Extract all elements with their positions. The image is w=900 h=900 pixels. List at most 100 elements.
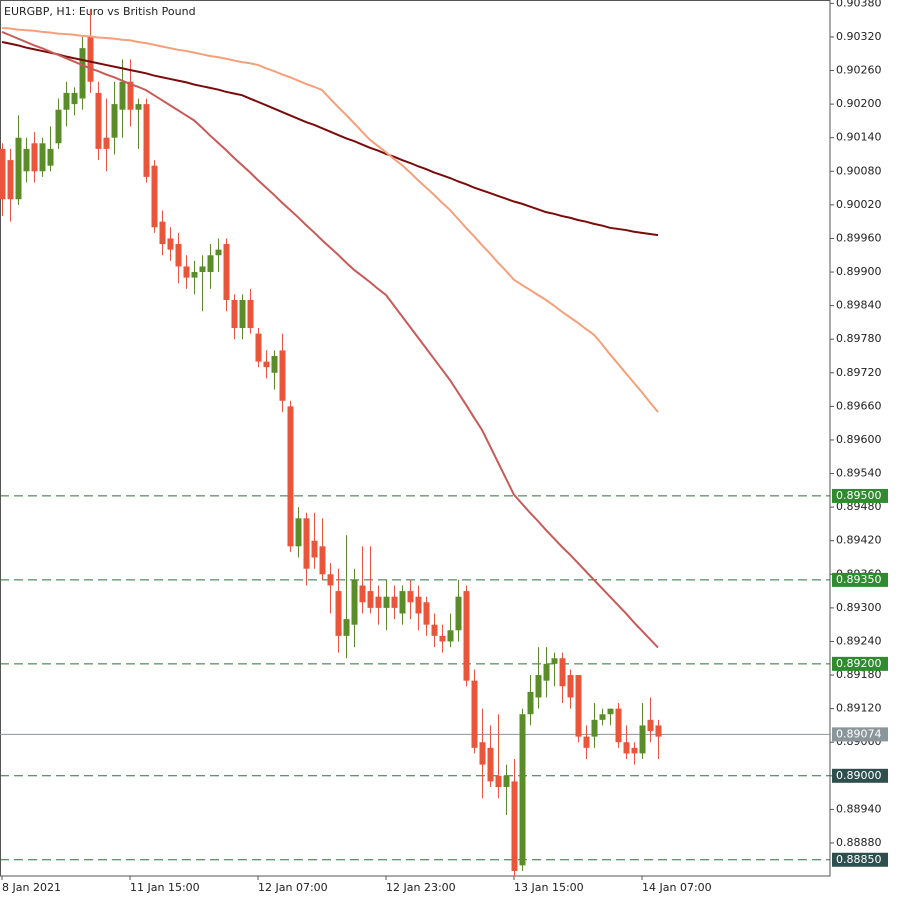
candle-body	[135, 104, 142, 110]
level-label-box	[832, 488, 888, 503]
candle-body	[599, 714, 606, 720]
y-tick-label: 0.89480	[836, 500, 882, 513]
y-tick-label: 0.88880	[836, 836, 882, 849]
candle-body	[375, 596, 382, 608]
candle-body	[311, 540, 318, 558]
candle-body	[223, 244, 230, 301]
y-tick-label: 0.89660	[836, 399, 882, 412]
candle-body	[111, 104, 118, 138]
candle-body	[615, 708, 622, 743]
candle-body	[575, 675, 582, 737]
candle-body	[519, 714, 526, 866]
ma-line	[1, 41, 659, 237]
level-label-box	[832, 768, 888, 783]
candle-body	[319, 546, 326, 575]
chart-title: EURGBP, H1: Euro vs British Pound	[4, 5, 196, 18]
candle-body	[39, 143, 46, 172]
y-tick-label: 0.90260	[836, 64, 882, 77]
candle-body	[487, 747, 494, 782]
level-label: 0.89074	[836, 727, 882, 740]
y-tick-label: 0.89780	[836, 332, 882, 345]
candle-body	[591, 719, 598, 737]
candle-body	[23, 148, 30, 172]
candle-body	[207, 255, 214, 273]
candle-body	[183, 266, 190, 278]
ma-line	[1, 26, 659, 413]
candle-body	[583, 736, 590, 748]
candle-body	[327, 574, 334, 586]
candle-body	[631, 747, 638, 754]
level-label: 0.89000	[836, 769, 882, 782]
candle-body	[143, 104, 150, 177]
x-tick-label: 12 Jan 23:00	[386, 881, 456, 894]
candle-body	[503, 775, 510, 788]
level-label-box	[832, 852, 888, 867]
candle-body	[47, 148, 54, 166]
candle-body	[463, 591, 470, 681]
candle-body	[399, 591, 406, 614]
candle-body	[103, 137, 110, 149]
y-tick-label: 0.89540	[836, 467, 882, 480]
candle-body	[367, 591, 374, 608]
candle-body	[559, 658, 566, 687]
candle-body	[15, 137, 22, 200]
candle-body	[87, 36, 94, 82]
candle-body	[255, 333, 262, 362]
candle-body	[79, 48, 86, 99]
candle-body	[7, 160, 14, 200]
candle-body	[527, 691, 534, 715]
y-tick-label: 0.88940	[836, 802, 882, 815]
candle-body	[423, 602, 430, 625]
candle-body	[175, 244, 182, 267]
plot-frame	[0, 0, 831, 877]
y-tick-label: 0.89180	[836, 668, 882, 681]
candle-body	[231, 300, 238, 329]
level-label: 0.89200	[836, 657, 882, 670]
candle-body	[479, 742, 486, 765]
x-tick-label: 13 Jan 15:00	[514, 881, 584, 894]
y-tick-label: 0.90140	[836, 131, 882, 144]
x-tick-label: 12 Jan 07:00	[258, 881, 328, 894]
candle-body	[655, 725, 662, 737]
candle-body	[55, 109, 62, 144]
candle-body	[0, 148, 6, 200]
candle-body	[639, 725, 646, 754]
candle-body	[127, 81, 134, 110]
level-label-box	[832, 656, 888, 671]
y-tick-label: 0.89240	[836, 634, 882, 647]
candle-body	[167, 238, 174, 250]
candle-body	[295, 518, 302, 547]
candle-body	[263, 361, 270, 368]
candle-body	[439, 635, 446, 642]
candle-body	[607, 708, 614, 715]
x-tick-label: 8 Jan 2021	[2, 881, 61, 894]
candle-body	[199, 266, 206, 273]
candle-body	[551, 658, 558, 664]
candle-body	[335, 591, 342, 636]
candle-body	[647, 719, 654, 732]
candle-body	[431, 624, 438, 636]
candle-body	[359, 585, 366, 603]
candle-body	[495, 775, 502, 788]
candle-body	[543, 663, 550, 681]
level-label-box	[832, 727, 888, 742]
candle-body	[447, 630, 454, 642]
candle-body	[95, 92, 102, 149]
level-label-box	[832, 572, 888, 587]
candle-body	[455, 596, 462, 631]
candle-body	[119, 81, 126, 110]
candle-body	[287, 406, 294, 547]
candle-body	[239, 300, 246, 329]
level-label: 0.89350	[836, 573, 882, 586]
y-tick-label: 0.89960	[836, 231, 882, 244]
y-tick-label: 0.89120	[836, 702, 882, 715]
y-tick-label: 0.89420	[836, 534, 882, 547]
candle-body	[511, 781, 518, 871]
y-tick-label: 0.89720	[836, 366, 882, 379]
candle-body	[383, 596, 390, 608]
candle-body	[623, 742, 630, 754]
y-tick-label: 0.90380	[836, 0, 882, 9]
level-label: 0.88850	[836, 853, 882, 866]
candle-body	[31, 143, 38, 172]
